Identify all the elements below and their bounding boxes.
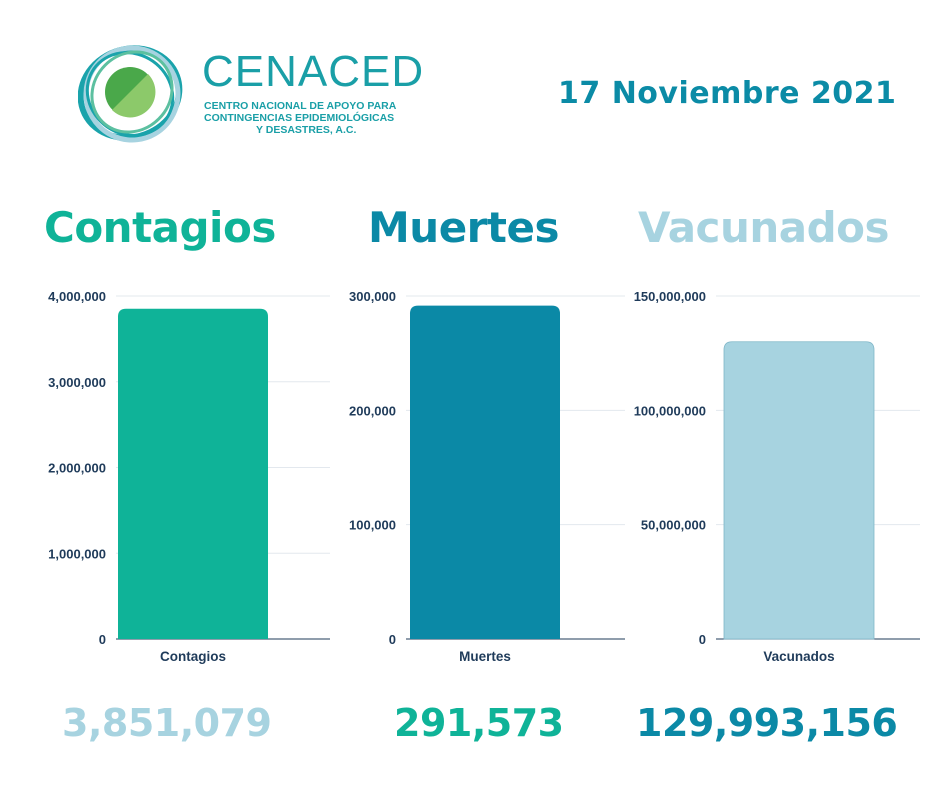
x-category-label: Contagios	[160, 649, 226, 664]
logo: CENACED CENTRO NACIONAL DE APOYO PARA CO…	[78, 38, 423, 150]
y-tick-label: 0	[99, 632, 106, 647]
total-contagios: 3,851,079	[62, 701, 272, 745]
bar	[723, 341, 875, 640]
brand-subtitle-line: Y DESASTRES, A.C.	[256, 124, 357, 136]
y-tick-label: 50,000,000	[641, 518, 706, 533]
y-tick-label: 150,000,000	[634, 289, 706, 304]
heading-vacunados: Vacunados	[638, 203, 890, 252]
y-tick-label: 4,000,000	[48, 289, 106, 304]
y-tick-label: 100,000	[349, 518, 396, 533]
chart-muertes: 0 100,000 200,000 300,000 Muertes	[300, 280, 625, 670]
y-tick-label: 0	[389, 632, 396, 647]
chart-svg: 0 1,000,000 2,000,000 3,000,000 4,000,000 Con…	[48, 289, 330, 664]
y-tick-label: 1,000,000	[48, 546, 106, 561]
chart-contagios: 0 1,000,000 2,000,000 3,000,000 4,000,000 Con…	[0, 280, 330, 670]
y-tick-label: 3,000,000	[48, 375, 106, 390]
brand-subtitle-line: CENTRO NACIONAL DE APOYO PARA	[204, 100, 397, 112]
brand-subtitle: CENTRO NACIONAL DE APOYO PARA CONTINGENC…	[204, 100, 414, 136]
brand-name: CENACED	[202, 47, 425, 96]
y-tick-label: 100,000,000	[634, 403, 706, 418]
x-category-label: Vacunados	[763, 649, 834, 664]
heading-muertes: Muertes	[368, 203, 559, 252]
chart-vacunados: 0 50,000,000 100,000,000 150,000,000 Vacunad…	[590, 280, 930, 670]
heading-contagios: Contagios	[44, 203, 276, 252]
y-tick-label: 200,000	[349, 403, 396, 418]
chart-svg: 0 50,000,000 100,000,000 150,000,000 Vacunad…	[634, 289, 920, 664]
x-category-label: Muertes	[459, 649, 511, 664]
y-tick-label: 2,000,000	[48, 461, 106, 476]
cenaced-logo-icon	[78, 45, 183, 143]
chart-svg: 0 100,000 200,000 300,000 Muertes	[349, 289, 625, 664]
bar	[410, 305, 560, 639]
y-tick-label: 0	[699, 632, 706, 647]
total-muertes: 291,573	[394, 701, 564, 745]
total-vacunados: 129,993,156	[636, 701, 898, 745]
y-tick-label: 300,000	[349, 289, 396, 304]
brand-subtitle-line: CONTINGENCIAS EPIDEMIOLÓGICAS	[204, 112, 395, 124]
bar	[118, 308, 268, 639]
report-date: 17 Noviembre 2021	[558, 76, 897, 111]
